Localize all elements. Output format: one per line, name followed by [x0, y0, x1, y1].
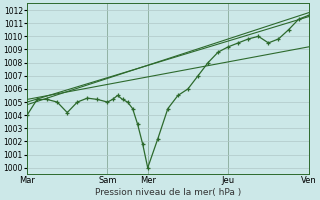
X-axis label: Pression niveau de la mer( hPa ): Pression niveau de la mer( hPa ) — [95, 188, 241, 197]
